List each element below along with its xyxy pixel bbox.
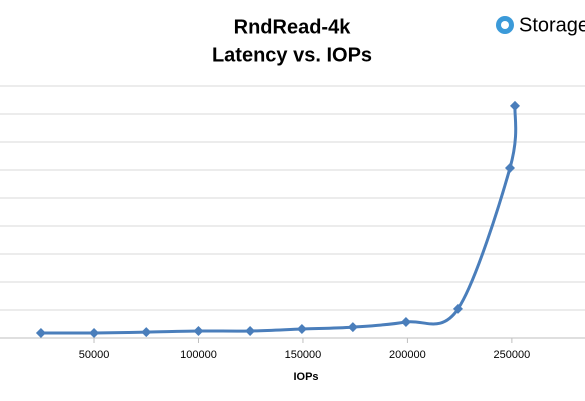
marker: [400, 317, 411, 328]
logo: Storage: [496, 14, 585, 36]
x-axis-title: IOPs: [293, 371, 318, 383]
x-tick-label: 100000: [180, 349, 217, 361]
series-line: [40, 105, 518, 335]
x-tick-label: 200000: [389, 349, 426, 361]
chart-subtitle: Latency vs. IOPs: [212, 44, 372, 66]
marker: [245, 326, 256, 336]
marker: [504, 163, 515, 174]
chart-title: RndRead-4k: [234, 16, 352, 38]
logo-text: Storage: [519, 14, 585, 36]
marker: [35, 327, 46, 338]
x-tick-label: 150000: [285, 349, 322, 361]
x-tick-label: 250000: [494, 349, 531, 361]
marker: [510, 100, 521, 111]
marker: [89, 327, 100, 338]
x-tick-label: 50000: [79, 349, 110, 361]
marker: [141, 327, 152, 338]
marker: [193, 326, 204, 336]
marker: [296, 324, 307, 335]
marker: [452, 303, 463, 314]
logo-icon-inner: [501, 21, 509, 29]
marker: [347, 322, 358, 333]
